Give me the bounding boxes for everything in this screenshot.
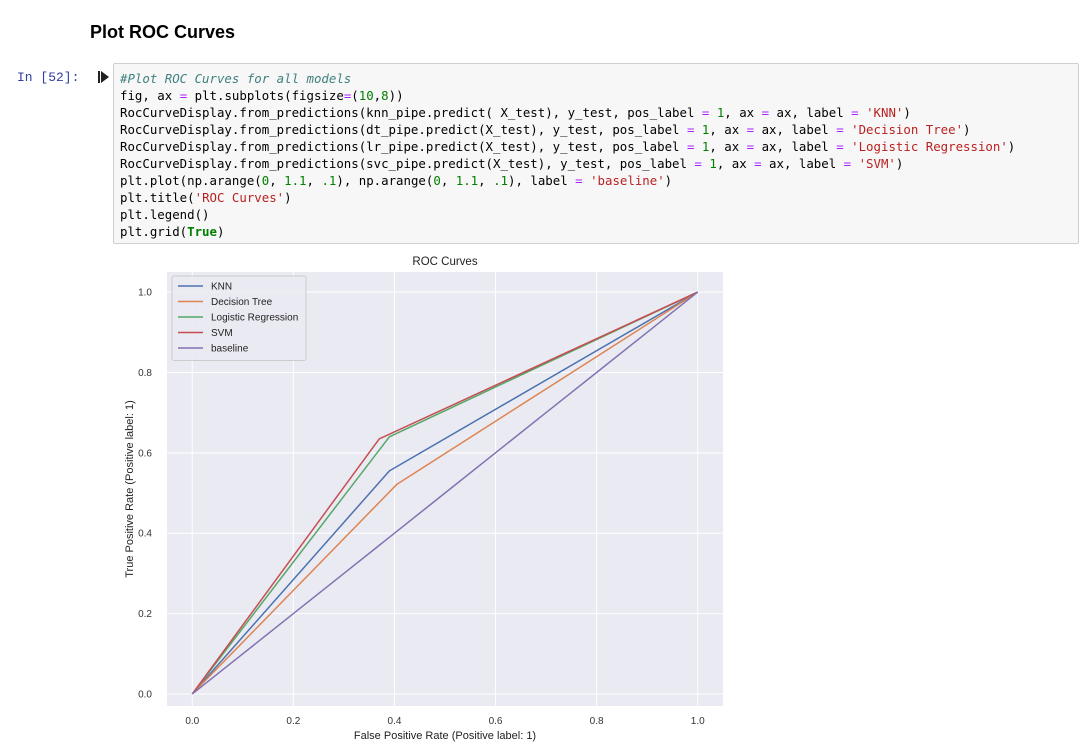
x-tick-label: 1.0 xyxy=(691,716,705,727)
x-tick-label: 0.0 xyxy=(185,716,199,727)
y-tick-label: 0.2 xyxy=(138,609,152,620)
y-tick-label: 0.4 xyxy=(138,529,152,540)
code-cell-input[interactable]: #Plot ROC Curves for all models fig, ax … xyxy=(113,63,1079,244)
y-tick-label: 0.6 xyxy=(138,448,152,459)
series-line-svm xyxy=(191,291,699,695)
chart-legend: KNN Decision Tree Logistic Regression SVM ba… xyxy=(171,275,307,361)
legend-label: SVM xyxy=(211,328,233,339)
run-cell-icon[interactable] xyxy=(98,70,110,84)
series-line-baseline xyxy=(191,291,699,695)
section-heading: Plot ROC Curves xyxy=(90,22,236,42)
roc-curves-chart: 0.0 0.2 0.4 0.6 0.8 1.0 0.0 0.2 0.4 0.6 0.8 1.0 ROC … xyxy=(124,256,723,742)
code-text[interactable]: #Plot ROC Curves for all models fig, ax … xyxy=(120,71,1016,239)
y-tick-label: 0.0 xyxy=(138,689,152,700)
legend-label: Decision Tree xyxy=(211,297,273,308)
x-tick-label: 0.6 xyxy=(489,716,503,727)
chart-title: ROC Curves xyxy=(412,256,477,268)
x-tick-label: 0.8 xyxy=(590,716,604,727)
legend-box xyxy=(171,275,307,361)
legend-label: KNN xyxy=(211,282,232,293)
series-line-logistic-regression xyxy=(191,291,699,695)
x-tick-label: 0.4 xyxy=(388,716,402,727)
y-axis-label: True Positive Rate (Positive label: 1) xyxy=(124,400,136,578)
series-line-knn xyxy=(191,291,699,695)
series-line-decision-tree xyxy=(191,291,699,695)
x-tick-label: 0.2 xyxy=(286,716,300,727)
cell-prompt: In [52]: xyxy=(17,70,80,85)
y-tick-label: 0.8 xyxy=(138,368,152,379)
y-tick-label: 1.0 xyxy=(138,288,152,299)
legend-label: baseline xyxy=(211,344,249,355)
legend-label: Logistic Regression xyxy=(211,313,298,324)
x-axis-label: False Positive Rate (Positive label: 1) xyxy=(354,730,536,742)
